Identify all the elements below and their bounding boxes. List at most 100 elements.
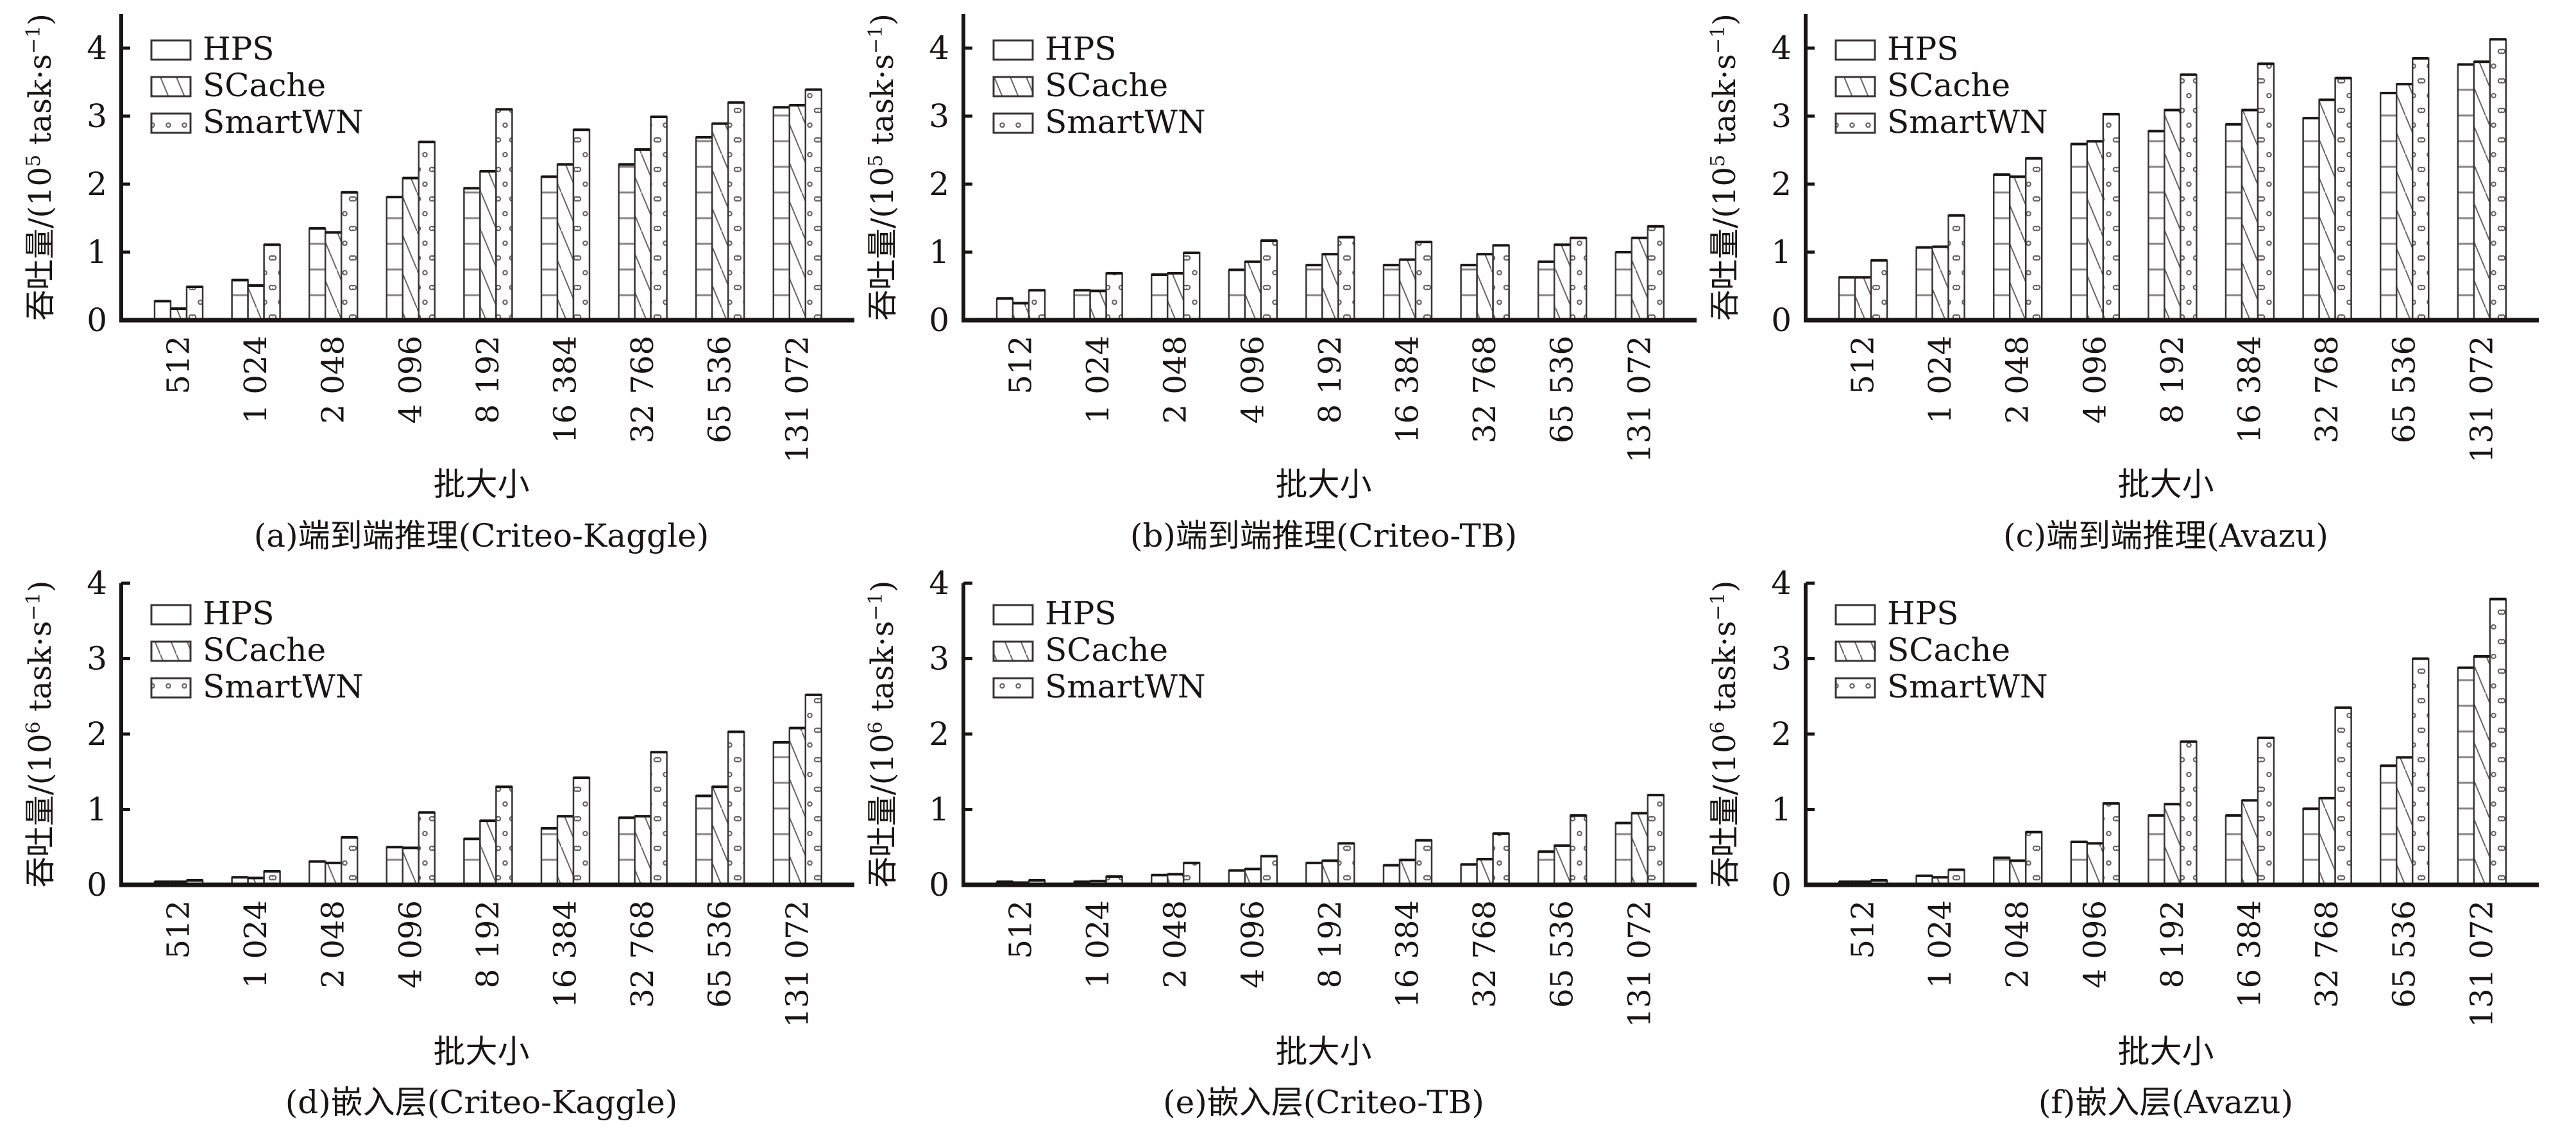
legend-label: HPS [1045, 595, 1117, 632]
subplot-caption: (a)端到端推理(Criteo-Kaggle) [254, 517, 709, 554]
y-tick-label: 4 [929, 30, 949, 67]
bar-smartwn-2048 [340, 191, 359, 321]
x-tick-label: 2 048 [2000, 336, 2036, 423]
bar-smartwn-512 [1870, 259, 1888, 321]
bar-group-2048 [308, 191, 359, 321]
x-tick-label: 131 072 [779, 900, 815, 1028]
legend-swatch-dots [992, 677, 1034, 699]
bar-group-131072 [772, 693, 823, 886]
bar-group-16384 [540, 128, 591, 321]
legend-label: SmartWN [1045, 103, 1206, 141]
legend-swatch-dots [1835, 677, 1876, 699]
bar-group-1024 [1915, 868, 1965, 886]
y-tick-label: 2 [87, 166, 107, 203]
bar-smartwn-16384 [572, 128, 591, 321]
legend-item-scache: SCache [992, 67, 1168, 104]
legend-swatch-dots [150, 677, 192, 699]
bar-scache-4096 [402, 847, 420, 886]
y-tick-label: 2 [1771, 715, 1792, 753]
x-tick-label: 4 096 [393, 336, 428, 423]
bar-hps-131072 [2457, 64, 2475, 321]
y-tick-label: 3 [87, 98, 107, 135]
x-tick-label: 32 768 [625, 900, 661, 1008]
bar-hps-8192 [2148, 130, 2165, 321]
bar-group-16384 [2224, 736, 2275, 886]
legend-label: SmartWN [1045, 668, 1206, 705]
legend-item-smartwn: SmartWN [992, 103, 1206, 141]
bar-group-8192 [463, 785, 513, 886]
bar-hps-131072 [772, 106, 791, 321]
bar-hps-512 [1838, 276, 1856, 321]
x-tick-label: 16 384 [1390, 336, 1426, 443]
bar-group-65536 [2379, 657, 2430, 886]
bar-smartwn-8192 [495, 786, 513, 886]
x-tick-label: 65 536 [1545, 900, 1580, 1008]
bar-smartwn-32768 [650, 115, 668, 321]
x-tick-label: 8 192 [1312, 336, 1348, 423]
bar-smartwn-4096 [2102, 113, 2121, 321]
legend-label: SmartWN [1887, 103, 2048, 141]
panel-b: 0 1 2 3 4 512 1 024 2 048 4 096 8 192 16 384 32 768… [865, 13, 1697, 554]
bar-group-131072 [1614, 794, 1665, 886]
bar-hps-65536 [2379, 765, 2398, 886]
subplot-caption: (b)端到端推理(Criteo-TB) [1130, 517, 1517, 554]
bar-hps-2048 [308, 227, 326, 321]
subplot-caption: (d)嵌入层(Criteo-Kaggle) [285, 1084, 678, 1121]
bar-hps-1024 [231, 279, 249, 321]
x-tick-label: 512 [1003, 900, 1039, 959]
bar-group-32768 [2302, 76, 2352, 321]
bar-smartwn-2048 [340, 836, 359, 886]
bar-smartwn-8192 [495, 108, 513, 321]
bar-group-8192 [1305, 235, 1355, 321]
bar-smartwn-8192 [2180, 74, 2198, 321]
bar-smartwn-32768 [1492, 244, 1510, 321]
bar-scache-1024 [1931, 246, 1949, 321]
x-tick-label: 2 048 [316, 900, 352, 988]
y-tick-label: 2 [1771, 166, 1792, 203]
bar-scache-8192 [479, 819, 497, 886]
bar-group-16384 [2224, 62, 2275, 321]
bar-hps-16384 [2224, 123, 2243, 321]
x-tick-label: 131 072 [2464, 336, 2500, 463]
bar-group-4096 [2070, 802, 2121, 886]
x-tick-label: 4 096 [1235, 900, 1271, 988]
legend-item-smartwn: SmartWN [150, 668, 364, 705]
x-tick-label: 8 192 [2155, 900, 2190, 988]
panel-a: 0 1 2 3 4 512 1 024 2 048 4 096 8 192 16 384 32 768… [22, 13, 854, 554]
y-tick-label: 1 [87, 791, 107, 828]
y-tick-label: 0 [929, 302, 949, 339]
panel-e: 0 1 2 3 4 512 1 024 2 048 4 096 8 192 16 384 32 768… [865, 565, 1697, 1121]
bar-smartwn-65536 [1569, 237, 1588, 321]
y-axis-title: 吞吐量/(105 task·s−1) [1707, 13, 1743, 321]
bar-smartwn-512 [1028, 289, 1046, 321]
legend-label: SCache [203, 631, 326, 669]
y-tick-label: 4 [87, 30, 107, 67]
x-tick-label: 65 536 [2387, 900, 2423, 1008]
bar-group-512 [996, 289, 1046, 321]
legend-swatch-dots [1835, 112, 1876, 134]
bar-hps-32768 [1460, 264, 1478, 321]
y-tick-label: 2 [929, 715, 949, 753]
bar-group-2048 [1992, 830, 2043, 886]
bar-scache-32768 [2318, 99, 2336, 321]
bar-hps-2048 [1992, 173, 2011, 321]
bar-smartwn-131072 [804, 694, 823, 886]
bar-hps-131072 [772, 741, 791, 886]
subplot-caption: (f)嵌入层(Avazu) [2038, 1084, 2293, 1121]
bar-group-4096 [386, 141, 436, 321]
x-tick-label: 32 768 [625, 336, 661, 443]
bar-group-8192 [2148, 740, 2198, 886]
x-tick-label: 65 536 [702, 336, 738, 443]
bar-hps-512 [153, 300, 172, 321]
legend-item-scache: SCache [992, 631, 1168, 669]
x-axis-title: 批大小 [434, 1033, 530, 1070]
bar-smartwn-32768 [2334, 706, 2352, 886]
y-axis-title: 吞吐量/(106 task·s−1) [1707, 581, 1743, 888]
legend-item-smartwn: SmartWN [1835, 103, 2048, 141]
legend-label: SCache [1045, 631, 1168, 669]
legend-label: HPS [203, 30, 275, 67]
bar-scache-4096 [2086, 842, 2105, 886]
x-tick-label: 1 024 [238, 336, 274, 423]
bar-scache-65536 [1553, 844, 1572, 886]
